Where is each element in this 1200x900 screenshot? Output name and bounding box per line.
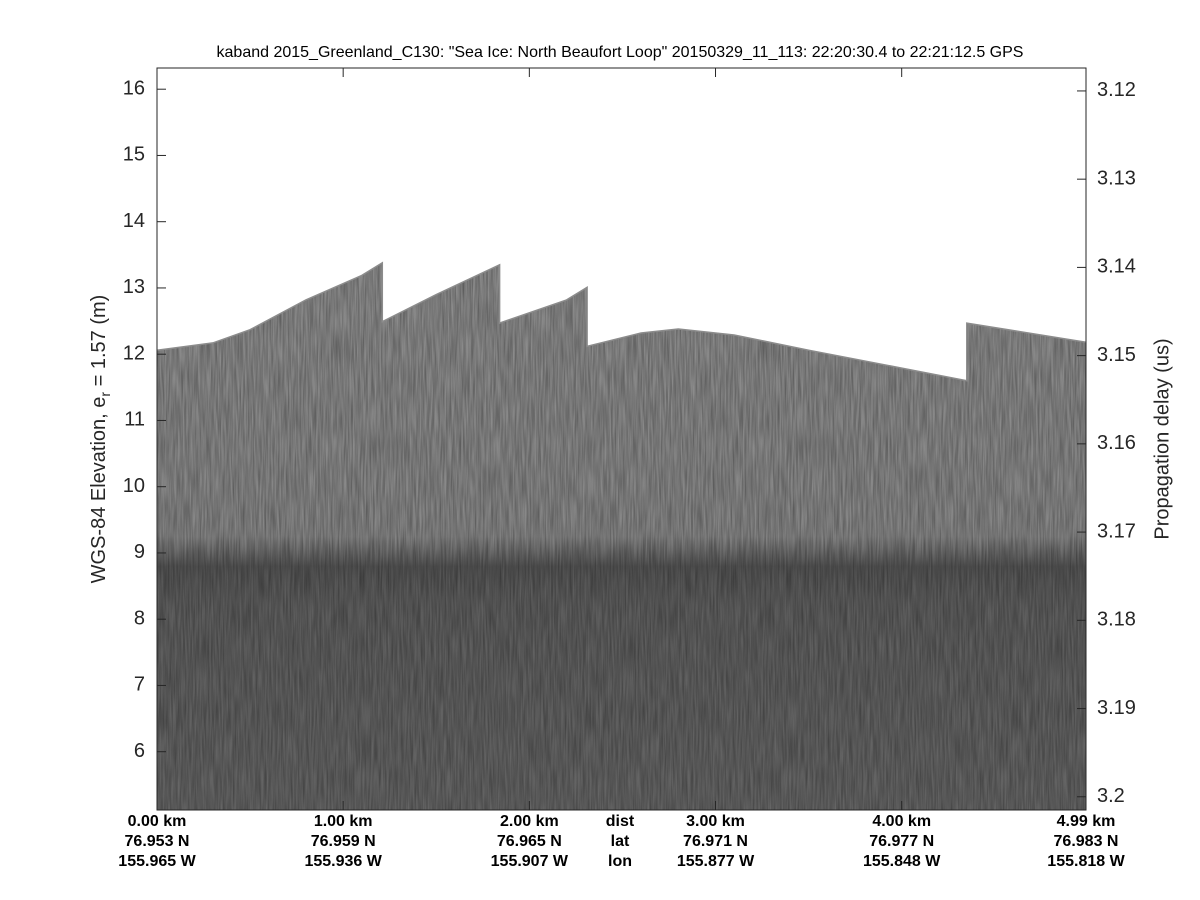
row-label: dist <box>606 813 635 830</box>
y-tick-label: 7 <box>134 674 145 696</box>
y-tick-label: 13 <box>123 276 145 298</box>
x-tick-label: 4.00 km <box>872 813 931 830</box>
lat-label: 76.953 N <box>125 833 190 850</box>
y-label-part: WGS-84 Elevation, e <box>88 397 110 584</box>
x-tick-label: 1.00 km <box>314 813 373 830</box>
row-label: lat <box>611 833 630 850</box>
echogram-texture <box>157 262 1086 810</box>
y2-tick-label: 3.17 <box>1097 520 1136 542</box>
y-tick-label: 12 <box>123 342 145 364</box>
lon-label: 155.907 W <box>491 853 569 870</box>
x-tick-label: 0.00 km <box>128 813 187 830</box>
y-tick-label: 14 <box>123 210 145 232</box>
x-tick-label: 4.99 km <box>1057 813 1116 830</box>
lon-label: 155.818 W <box>1047 853 1125 870</box>
y2-tick-label: 3.19 <box>1097 697 1136 719</box>
lon-label: 155.848 W <box>863 853 941 870</box>
lat-label: 76.965 N <box>497 833 562 850</box>
lat-label: 76.983 N <box>1054 833 1119 850</box>
lon-label: 155.877 W <box>677 853 755 870</box>
x-tick-label: 3.00 km <box>686 813 745 830</box>
y2-tick-label: 3.12 <box>1097 79 1136 101</box>
y2-tick-label: 3.16 <box>1097 432 1136 454</box>
y-tick-label: 9 <box>134 541 145 563</box>
plot-frame <box>156 67 1087 811</box>
y2-tick-label: 3.13 <box>1097 167 1136 189</box>
row-label: lon <box>608 853 632 870</box>
y-axis-label: WGS-84 Elevation, er = 1.57 (m) <box>88 295 112 584</box>
lon-label: 155.936 W <box>304 853 382 870</box>
y2-tick-label: 3.14 <box>1097 256 1136 278</box>
y-tick-label: 8 <box>134 607 145 629</box>
y-label-part: = 1.57 (m) <box>88 295 110 392</box>
y2-tick-label: 3.18 <box>1097 609 1136 631</box>
y2-axis-label: Propagation delay (us) <box>1151 338 1173 539</box>
y-tick-label: 15 <box>123 144 145 166</box>
y2-tick-label: 3.2 <box>1097 785 1125 807</box>
chart-title: kaband 2015_Greenland_C130: "Sea Ice: No… <box>217 44 1024 61</box>
y-tick-label: 10 <box>123 475 145 497</box>
y-tick-label: 11 <box>124 409 145 431</box>
y-tick-label: 16 <box>123 77 145 99</box>
y-tick-label: 6 <box>134 740 145 762</box>
y-label-sub: r <box>97 392 113 397</box>
surface-line <box>156 261 1087 382</box>
lon-label: 155.965 W <box>118 853 196 870</box>
y2-tick-label: 3.15 <box>1097 344 1136 366</box>
lat-label: 76.971 N <box>683 833 748 850</box>
lat-label: 76.977 N <box>869 833 934 850</box>
lat-label: 76.959 N <box>311 833 376 850</box>
x-tick-label: 2.00 km <box>500 813 559 830</box>
